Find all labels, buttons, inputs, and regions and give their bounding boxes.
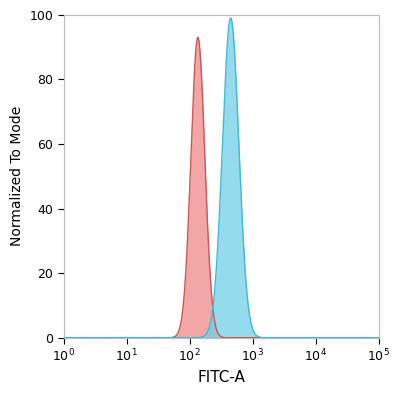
Y-axis label: Normalized To Mode: Normalized To Mode xyxy=(10,106,24,246)
X-axis label: FITC-A: FITC-A xyxy=(197,370,245,385)
